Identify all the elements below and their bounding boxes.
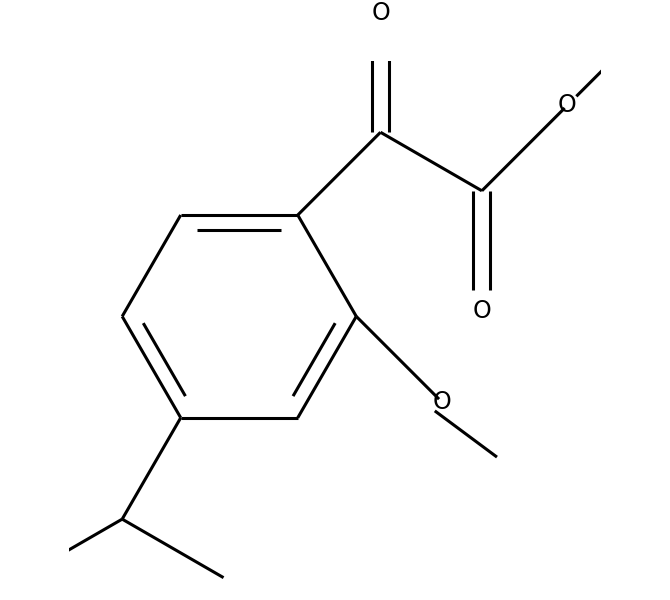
Text: O: O: [472, 299, 491, 323]
Text: O: O: [371, 1, 390, 25]
Text: O: O: [432, 390, 451, 414]
Text: O: O: [558, 94, 577, 118]
